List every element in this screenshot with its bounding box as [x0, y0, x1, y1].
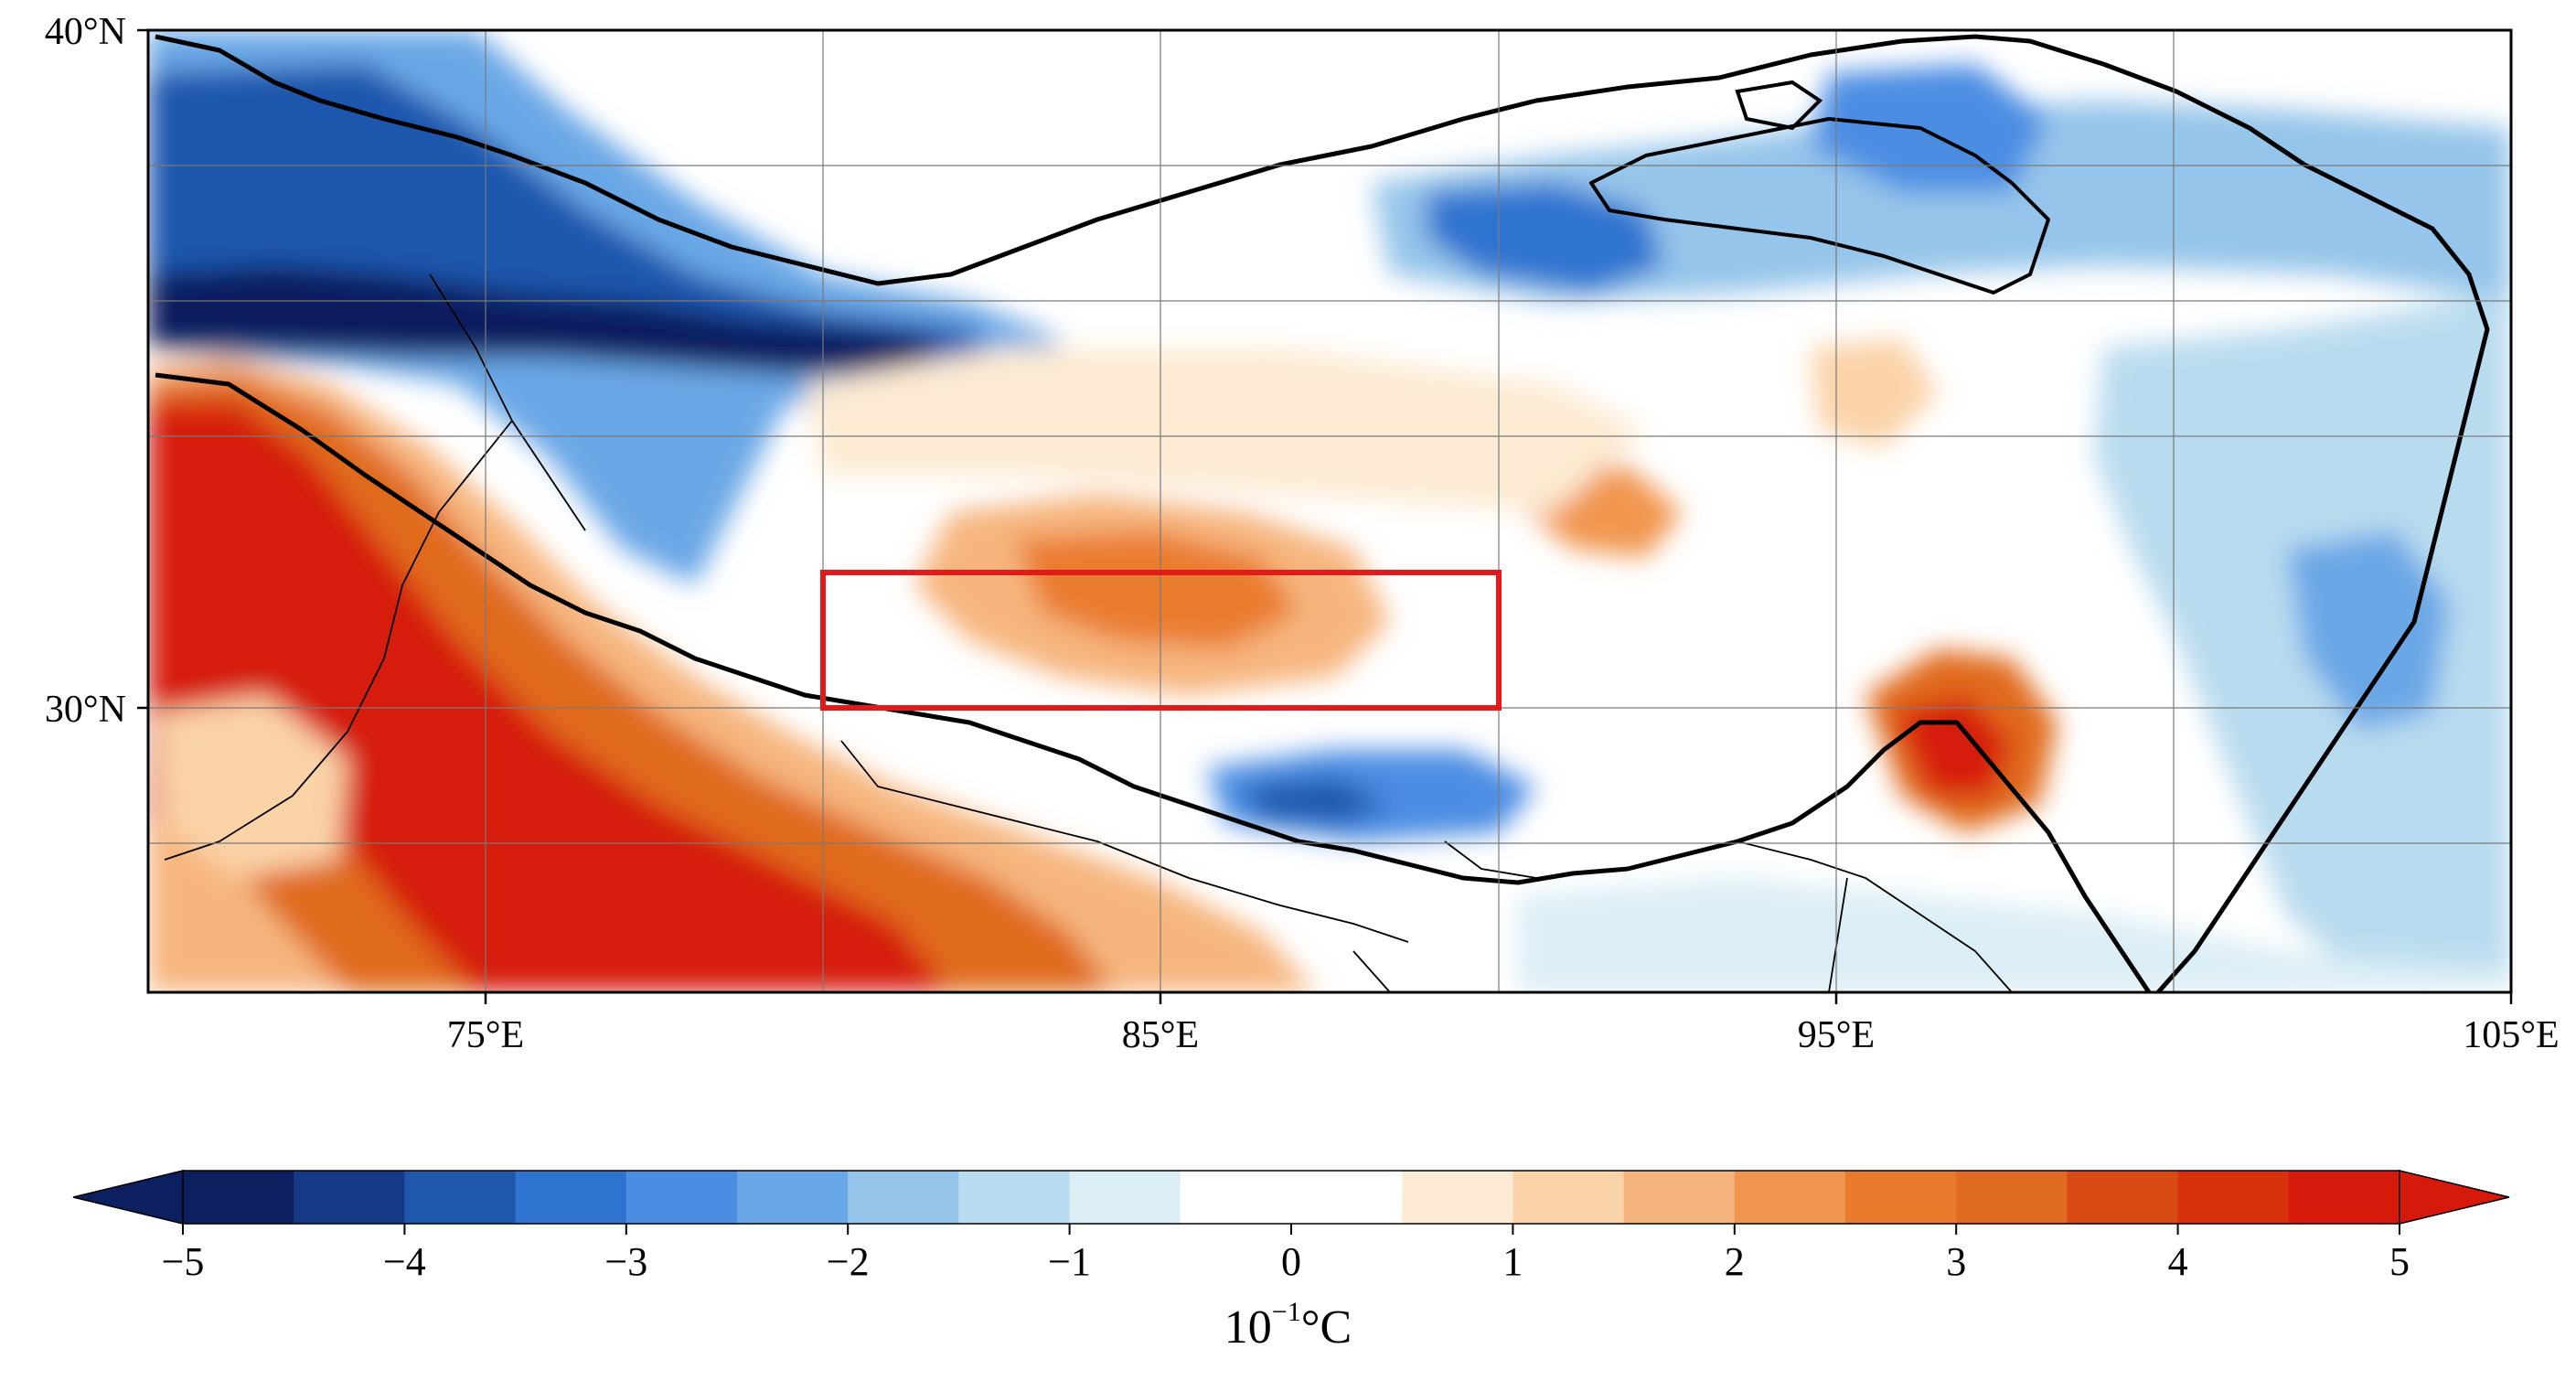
- cold-se-region: [1518, 878, 2511, 992]
- lon-label-75: 75°E: [447, 1014, 524, 1056]
- colorbar-tick-label: 0: [1281, 1239, 1301, 1284]
- lon-label-85: 85°E: [1122, 1014, 1199, 1056]
- warm-light-band: [805, 348, 1646, 512]
- colorbar-swatch: [737, 1171, 849, 1224]
- warm-region-india-core: [148, 402, 951, 992]
- colorbar-swatch: [1734, 1171, 1846, 1224]
- highlight-box: [820, 570, 1502, 711]
- colorbar-tick-label: 2: [1725, 1239, 1745, 1284]
- colorbar-swatch: [2067, 1171, 2179, 1224]
- colorbar-swatch: [1845, 1171, 1957, 1224]
- colorbar-swatch: [2288, 1171, 2400, 1224]
- units-exponent: −1: [1271, 1297, 1301, 1327]
- colorbar-tick-label: −4: [383, 1239, 426, 1284]
- colorbar-tick-label: −5: [162, 1239, 205, 1284]
- colorbar-swatch: [1180, 1171, 1292, 1224]
- colorbar-swatch: [1291, 1171, 1403, 1224]
- lon-label-95: 95°E: [1798, 1014, 1875, 1056]
- colorbar-tick-label: 5: [2389, 1239, 2410, 1284]
- colorbar-units: 10−1°C: [0, 1297, 2576, 1354]
- colorbar-arrow-right: [2399, 1170, 2510, 1225]
- colorbar-swatch: [1512, 1171, 1625, 1224]
- colorbar-tick-label: −1: [1048, 1239, 1091, 1284]
- anomaly-field: [148, 30, 2511, 992]
- colorbar-swatch: [294, 1171, 405, 1224]
- map-frame: [146, 28, 2513, 994]
- colorbar-swatch: [183, 1171, 294, 1224]
- lon-label-105: 105°E: [2463, 1014, 2559, 1056]
- cold-region-west-deep: [148, 265, 942, 375]
- hexi-boundary: [1735, 80, 1823, 131]
- colorbar-swatch: [515, 1171, 627, 1224]
- colorbar-swatch: [1402, 1171, 1513, 1224]
- colorbar-swatch: [1956, 1171, 2068, 1224]
- colorbar-swatch: [1623, 1171, 1736, 1224]
- colorbar-tick-label: 4: [2168, 1239, 2188, 1284]
- colorbar-swatch: [1069, 1171, 1181, 1224]
- colorbar-tick-label: −2: [827, 1239, 870, 1284]
- lat-label-30: 30°N: [45, 689, 126, 731]
- plateau-south-boundary: [155, 372, 2152, 992]
- lat-label-40: 40°N: [45, 11, 126, 53]
- gridlines: [148, 30, 2511, 992]
- colorbar-swatch: [625, 1171, 738, 1224]
- colorbar-arrow-left: [72, 1170, 184, 1225]
- map-panel: [148, 30, 2511, 992]
- axis-ticks: [137, 28, 2513, 1004]
- warm-north-patch: [1811, 338, 1939, 448]
- units-base: 10: [1224, 1301, 1272, 1354]
- cold-east-core: [2286, 530, 2451, 732]
- colorbar-tick-label: 3: [1946, 1239, 1966, 1284]
- colorbar-swatch: [2177, 1171, 2290, 1224]
- colorbar-tick-label: −3: [604, 1239, 647, 1284]
- country-borders: [164, 273, 2013, 992]
- cold-ne-core: [1811, 64, 2048, 192]
- plateau-boundary: [155, 34, 2490, 992]
- colorbar: −5 −4 −3 −2 −1 0 1 2 3 4 5: [72, 1170, 2510, 1284]
- colorbar-swatch: [404, 1171, 517, 1224]
- colorbar-swatch: [958, 1171, 1071, 1224]
- units-suffix: °C: [1300, 1301, 1352, 1354]
- cold-north-core: [1427, 183, 1664, 293]
- colorbar-swatch: [848, 1171, 959, 1224]
- warm-central-band-core: [1015, 530, 1299, 649]
- warm-patch-sw: [155, 695, 347, 878]
- cold-south-strip-core: [1244, 777, 1390, 823]
- qaidam-basin-boundary: [1589, 117, 2050, 294]
- colorbar-tick-label: 1: [1502, 1239, 1523, 1284]
